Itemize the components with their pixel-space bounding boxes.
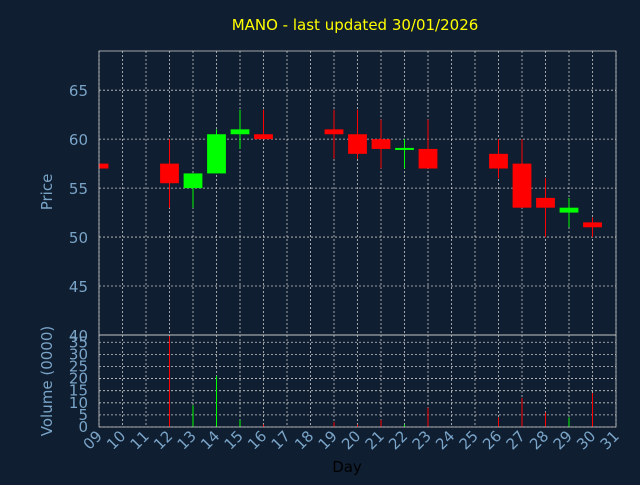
candle-body <box>536 197 555 208</box>
x-tick-label: 11 <box>127 427 153 453</box>
candle-body <box>559 207 579 213</box>
candle-body <box>230 129 250 135</box>
x-tick-label: 31 <box>597 427 623 453</box>
price-tick-label: 60 <box>69 131 88 149</box>
price-tick-label: 65 <box>69 82 88 100</box>
price-axis-label: Price <box>38 174 56 211</box>
x-tick-label: 22 <box>385 427 411 453</box>
candle-body <box>418 148 438 169</box>
x-tick-label: 25 <box>456 427 482 453</box>
candle <box>395 139 414 169</box>
candle-body <box>512 163 532 208</box>
price-tick-label: 55 <box>69 180 88 198</box>
candle-body <box>348 134 367 154</box>
price-tick-label: 40 <box>69 327 88 345</box>
candle <box>230 109 250 149</box>
candle-body <box>583 222 602 228</box>
candle <box>418 119 438 169</box>
x-tick-label: 29 <box>550 427 576 453</box>
candle <box>324 109 344 159</box>
candle <box>583 217 602 238</box>
volume-tick-label: 0 <box>78 418 88 436</box>
x-tick-label: 16 <box>244 427 270 453</box>
volume-axis-label: Volume (0000) <box>38 326 56 436</box>
candle <box>207 129 226 174</box>
volume-grid <box>98 335 617 428</box>
price-grid <box>98 51 617 336</box>
candle-body <box>183 173 203 189</box>
volume-tick-label: 35 <box>69 333 88 351</box>
x-tick-label: 20 <box>338 427 364 453</box>
candle-body <box>324 129 344 135</box>
chart-title: MANO - last updated 30/01/2026 <box>232 16 479 34</box>
volume-tick-label: 10 <box>69 394 88 412</box>
price-tick-label: 50 <box>69 229 88 247</box>
x-tick-label: 19 <box>315 427 341 453</box>
candle <box>371 119 391 169</box>
x-tick-label: 28 <box>526 427 552 453</box>
x-tick-label: 23 <box>409 427 435 453</box>
volume-tick-label: 25 <box>69 357 88 375</box>
x-tick-label: 17 <box>268 427 294 453</box>
volume-bars <box>169 336 593 427</box>
candle <box>160 139 179 208</box>
x-tick-label: 21 <box>362 427 388 453</box>
x-tick-label: 13 <box>174 427 200 453</box>
candle <box>536 178 555 238</box>
volume-plot-frame <box>98 334 617 428</box>
x-axis-label: Day <box>332 458 362 476</box>
candle <box>254 109 273 140</box>
candle <box>512 139 532 208</box>
price-y-ticks: 40 45 50 55 60 65 <box>69 82 88 345</box>
x-tick-label: 27 <box>503 427 529 453</box>
x-tick-label: 30 <box>573 427 599 453</box>
candle <box>489 139 508 179</box>
candle <box>183 173 203 208</box>
candle <box>348 109 367 159</box>
plot-frames <box>98 50 617 428</box>
volume-tick-label: 30 <box>69 345 88 363</box>
candle-body <box>160 163 179 184</box>
x-tick-label: 26 <box>479 427 505 453</box>
candle-body <box>395 147 414 150</box>
candle <box>559 197 579 228</box>
candle-body <box>207 134 226 174</box>
x-tick-label: 10 <box>103 427 129 453</box>
candle-body <box>99 163 109 169</box>
volume-tick-label: 5 <box>78 406 88 424</box>
x-tick-label: 12 <box>150 427 176 453</box>
candle-body <box>254 134 273 140</box>
x-ticks: 0910111213141516171819202122232425262728… <box>80 427 623 453</box>
x-tick-label: 15 <box>221 427 247 453</box>
x-tick-label: 14 <box>197 427 223 453</box>
volume-tick-label: 20 <box>69 370 88 388</box>
candle-body <box>489 153 508 169</box>
candle <box>98 163 109 169</box>
candle-body <box>371 139 391 149</box>
x-tick-label: 18 <box>291 427 317 453</box>
volume-tick-label: 15 <box>69 382 88 400</box>
x-tick-label: 24 <box>432 427 458 453</box>
candles <box>98 109 602 238</box>
price-tick-label: 45 <box>69 278 88 296</box>
